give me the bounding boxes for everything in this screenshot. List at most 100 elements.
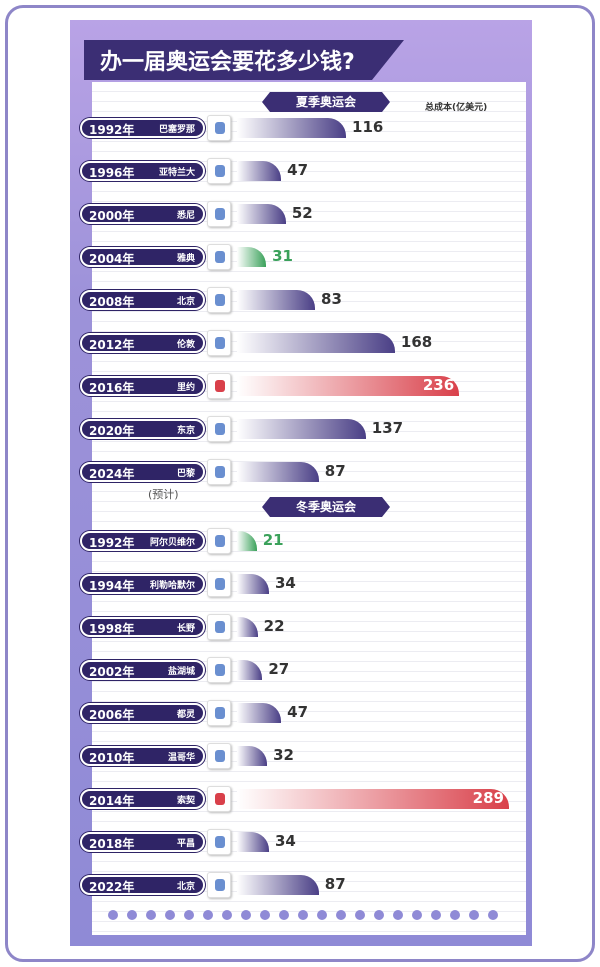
decorative-dot [146,910,156,920]
decorative-dot [317,910,327,920]
bar [237,875,319,895]
section-header: 夏季奥运会 [262,92,390,112]
value-label: 27 [268,660,290,678]
emblem-icon [215,380,225,392]
decorative-dot [165,910,175,920]
year-city-label: 2012年 伦敦 [80,333,205,353]
city-name: 阿尔贝维尔 [149,538,195,548]
emblem-icon [215,251,225,263]
decorative-dot [298,910,308,920]
olympic-logo-icon [207,743,231,769]
value-label: 83 [321,290,342,308]
year-city-label: 2006年 都灵 [80,703,205,723]
decorative-dot [127,910,137,920]
bar [237,531,257,551]
bar [237,574,269,594]
value-label: 32 [273,746,294,764]
emblem-icon [215,750,225,762]
decorative-dot [412,910,422,920]
emblem-icon [215,793,225,805]
year-city-label: 2014年 索契 [80,789,205,809]
decorative-dot [393,910,403,920]
emblem-icon [215,836,225,848]
emblem-icon [215,466,225,478]
decorative-dot [260,910,270,920]
year-label: 1992年 [89,536,135,550]
year-label: 2006年 [89,708,135,722]
year-label: 2004年 [89,252,135,266]
chart-title: 办一届奥运会要花多少钱? [100,50,355,75]
year-label: 1996年 [89,166,135,180]
emblem-icon [215,423,225,435]
year-label: 1992年 [89,123,135,137]
olympic-logo-icon [207,459,231,485]
decorative-dot [469,910,479,920]
bar [237,832,269,852]
decorative-dot [450,910,460,920]
olympic-logo-icon [207,416,231,442]
bar [237,419,366,439]
year-label: 2008年 [89,295,135,309]
city-name: 亚特兰大 [158,168,195,178]
outer-frame [5,5,595,962]
city-name: 盐湖城 [167,667,195,677]
value-label: 31 [272,247,293,265]
city-name: 都灵 [176,710,195,720]
bar [237,247,267,267]
olympic-logo-icon [207,571,231,597]
olympic-logo-icon [207,330,231,356]
olympic-logo-icon [207,373,231,399]
year-label: 1998年 [89,622,135,636]
bar [237,462,319,482]
year-label: 2010年 [89,751,135,765]
city-name: 巴塞罗那 [158,125,195,135]
value-label: 87 [324,875,346,893]
bar [237,789,509,809]
bar [237,746,268,766]
emblem-icon [215,578,225,590]
year-label: 2022年 [89,880,135,894]
year-city-label: 2002年 盐湖城 [80,660,205,680]
city-name: 北京 [176,297,195,307]
decorative-dot [488,910,498,920]
year-city-label: 2018年 平昌 [80,832,205,852]
value-label: 52 [291,204,313,222]
emblem-icon [215,122,225,134]
year-label: 2000年 [89,209,135,223]
bar [237,333,395,353]
year-label: 2018年 [89,837,135,851]
bar [237,376,459,396]
emblem-icon [215,879,225,891]
emblem-icon [215,294,225,306]
emblem-icon [215,621,225,633]
city-name: 平昌 [176,839,195,849]
emblem-icon [215,664,225,676]
decorative-dot [203,910,213,920]
olympic-logo-icon [207,201,231,227]
bar [237,204,286,224]
value-label: 116 [352,118,384,136]
year-city-label: 1994年 利勒哈默尔 [80,574,205,594]
year-city-label: 2004年 雅典 [80,247,205,267]
olympic-logo-icon [207,614,231,640]
value-label: 236 [422,376,455,394]
city-name: 长野 [176,624,195,634]
year-city-label: 2022年 北京 [80,875,205,895]
city-name: 巴黎 [176,469,195,479]
olympic-logo-icon [207,872,231,898]
value-label: 47 [287,161,309,179]
value-label: 87 [324,462,346,480]
year-city-label: 2024年 巴黎 [80,462,205,482]
city-name: 伦敦 [176,340,195,350]
emblem-icon [215,165,225,177]
decorative-dot [374,910,384,920]
value-label: 34 [274,574,296,592]
bar [237,617,258,637]
decorative-dot [355,910,365,920]
value-label: 137 [371,419,404,437]
value-label: 168 [400,333,433,351]
year-city-label: 1998年 长野 [80,617,205,637]
decorative-dot [184,910,194,920]
year-city-label: 2000年 悉尼 [80,204,205,224]
city-name: 利勒哈默尔 [149,581,195,591]
